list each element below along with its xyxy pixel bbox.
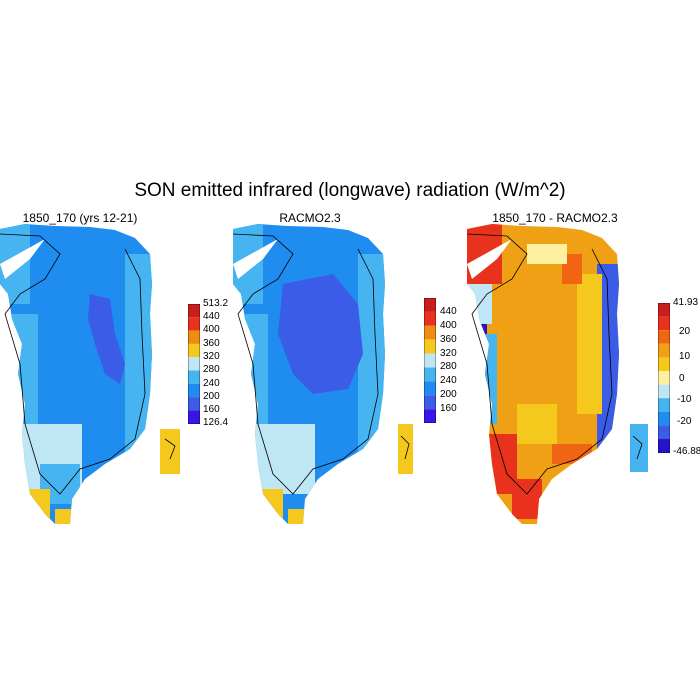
panel-1-colorbar-label: 320 bbox=[203, 351, 220, 362]
panel-3-colorbar-swatch bbox=[658, 411, 670, 426]
panel-3-colorbar-swatch bbox=[658, 371, 670, 385]
panel-1-colorbar-swatch bbox=[188, 330, 200, 344]
panel-3-colorbar-swatch bbox=[658, 303, 670, 317]
panel-2-colorbar-swatch bbox=[424, 353, 436, 368]
panel-2-colorbar-swatch bbox=[424, 395, 436, 410]
panel-3-colorbar-swatch bbox=[658, 384, 670, 399]
panel-3-colorbar-label: -10 bbox=[677, 394, 692, 405]
panel-1-title: 1850_170 (yrs 12-21) bbox=[22, 211, 138, 225]
panel-3-colorbar-label: 41.93 bbox=[673, 297, 699, 308]
panel-2-colorbar-label: 440 bbox=[440, 306, 457, 317]
panel-1-colorbar-swatch bbox=[188, 317, 200, 331]
panel-2-colorbar-label: 360 bbox=[440, 334, 457, 345]
panel-2-colorbar-swatch bbox=[424, 409, 436, 423]
panel-2-title: RACMO2.3 bbox=[279, 211, 341, 225]
panel-1-colorbar-swatch bbox=[188, 370, 200, 384]
panel-2-colorbar-label: 160 bbox=[440, 403, 457, 414]
panel-3-colorbar-swatch bbox=[658, 357, 670, 371]
panel-2-colorbar-label: 400 bbox=[440, 320, 457, 331]
panel-3-colorbar-swatch bbox=[658, 425, 670, 439]
panel-3-colorbar-label: -20 bbox=[677, 416, 692, 427]
panel-3-colorbar-swatch bbox=[658, 316, 670, 331]
panel-2-colorbar-swatch bbox=[424, 298, 436, 312]
panel-2-colorbar-swatch bbox=[424, 381, 436, 396]
panel-3-colorbar bbox=[658, 303, 670, 453]
panel-2-colorbar-label: 240 bbox=[440, 375, 457, 386]
panel-1-colorbar-label: 200 bbox=[203, 391, 220, 402]
panel-2-colorbar-swatch bbox=[424, 325, 436, 340]
panel-1-colorbar-label: 513.2 bbox=[203, 298, 229, 309]
panel-1-colorbar-swatch bbox=[188, 357, 200, 371]
panel-3-colorbar-label: 0 bbox=[679, 373, 685, 384]
panel-3-colorbar-swatch bbox=[658, 398, 670, 412]
figure-title: SON emitted infrared (longwave) radiatio… bbox=[134, 180, 566, 201]
panel-2-colorbar bbox=[424, 298, 436, 423]
panel-3-map bbox=[467, 224, 648, 524]
panel-3-colorbar-swatch bbox=[658, 343, 670, 358]
panel-2-map bbox=[233, 224, 413, 524]
panel-1-colorbar bbox=[188, 304, 200, 424]
panel-2-colorbar-label: 280 bbox=[440, 361, 457, 372]
panel-1-colorbar-label: 280 bbox=[203, 364, 220, 375]
panel-3-title: 1850_170 - RACMO2.3 bbox=[492, 211, 618, 225]
panel-1-colorbar-label: 126.4 bbox=[203, 417, 229, 428]
panel-3-colorbar-label: 10 bbox=[679, 351, 691, 362]
panel-1-colorbar-label: 440 bbox=[203, 311, 220, 322]
panel-1-colorbar-swatch bbox=[188, 304, 200, 318]
panel-2-colorbar-swatch bbox=[424, 311, 436, 326]
panel-3-colorbar-label: -46.88 bbox=[673, 446, 700, 457]
panel-2-colorbar-swatch bbox=[424, 367, 436, 382]
panel-1-colorbar-label: 400 bbox=[203, 324, 220, 335]
panel-3-colorbar-label: 20 bbox=[679, 326, 691, 337]
panel-3-colorbar-swatch bbox=[658, 330, 670, 344]
panel-1-colorbar-swatch bbox=[188, 397, 200, 411]
panel-1-colorbar-swatch bbox=[188, 343, 200, 358]
panel-1-colorbar-label: 360 bbox=[203, 338, 220, 349]
panel-1-colorbar-swatch bbox=[188, 383, 200, 398]
panel-1-colorbar-label: 240 bbox=[203, 378, 220, 389]
panel-2-colorbar-label: 200 bbox=[440, 389, 457, 400]
panel-2-colorbar-label: 320 bbox=[440, 348, 457, 359]
panel-1-colorbar-label: 160 bbox=[203, 404, 220, 415]
panel-3-colorbar-swatch bbox=[658, 439, 670, 453]
panel-1-colorbar-swatch bbox=[188, 410, 200, 424]
panel-1-map bbox=[0, 224, 180, 524]
panel-2-colorbar-swatch bbox=[424, 339, 436, 354]
